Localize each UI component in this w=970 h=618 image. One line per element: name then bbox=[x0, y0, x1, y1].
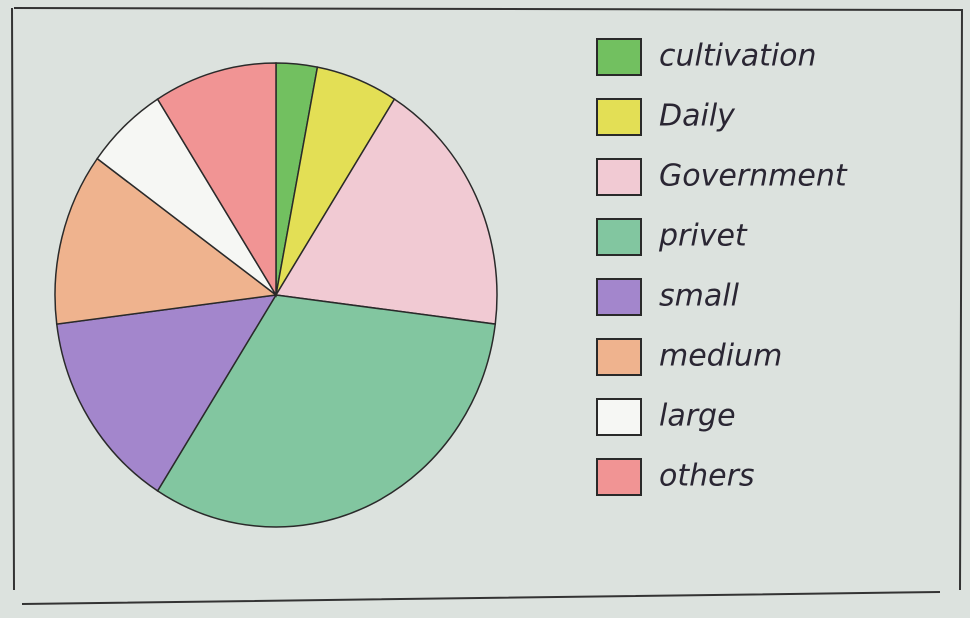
legend-swatch bbox=[596, 458, 642, 496]
legend-label: Government bbox=[659, 159, 848, 194]
legend-label: cultivation bbox=[659, 39, 817, 74]
pie-slice bbox=[54, 157, 278, 325]
pie-slice bbox=[274, 98, 498, 325]
legend-label: small bbox=[659, 279, 740, 314]
legend-label: privet bbox=[658, 219, 748, 254]
pie-slice bbox=[156, 294, 497, 528]
legend-swatch bbox=[596, 98, 642, 136]
legend-swatch bbox=[596, 218, 642, 256]
legend-swatch bbox=[596, 38, 642, 76]
legend-label: large bbox=[659, 399, 736, 434]
pie-slice bbox=[55, 294, 278, 492]
legend-label: others bbox=[659, 459, 755, 494]
legend-swatch bbox=[596, 398, 642, 436]
legend-label: Daily bbox=[659, 99, 736, 134]
legend-swatch bbox=[596, 278, 642, 316]
legend-label: medium bbox=[659, 339, 782, 374]
legend-swatch bbox=[596, 338, 642, 376]
frame bbox=[11, 7, 964, 605]
legend-swatch bbox=[596, 158, 642, 196]
pie-slice bbox=[156, 62, 277, 298]
